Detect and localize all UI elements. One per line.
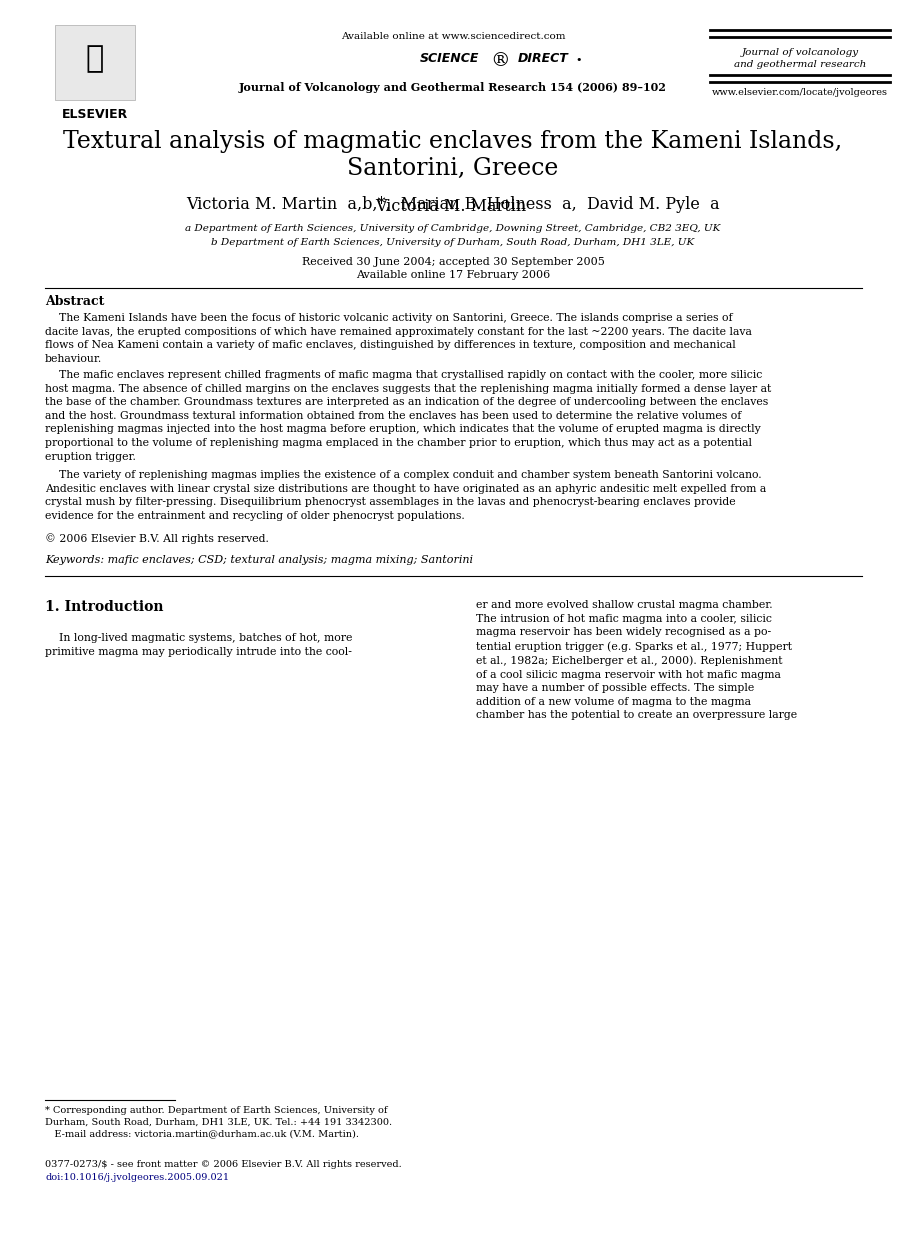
Text: Textural analysis of magmatic enclaves from the Kameni Islands,: Textural analysis of magmatic enclaves f… xyxy=(63,130,843,154)
Text: ®: ® xyxy=(490,52,510,71)
Text: ELSEVIER: ELSEVIER xyxy=(62,108,128,121)
Text: Journal of Volcanology and Geothermal Research 154 (2006) 89–102: Journal of Volcanology and Geothermal Re… xyxy=(239,82,667,93)
Text: DIRECT: DIRECT xyxy=(518,52,569,66)
Text: Journal of volcanology: Journal of volcanology xyxy=(741,48,859,57)
Text: Victoria M. Martin  a,b,*,  Marian B. Holness  a,  David M. Pyle  a: Victoria M. Martin a,b,*, Marian B. Holn… xyxy=(186,196,720,213)
Text: Keywords: mafic enclaves; CSD; textural analysis; magma mixing; Santorini: Keywords: mafic enclaves; CSD; textural … xyxy=(45,555,473,565)
Text: •: • xyxy=(575,54,581,66)
Text: The mafic enclaves represent chilled fragments of mafic magma that crystallised : The mafic enclaves represent chilled fra… xyxy=(45,370,771,462)
FancyBboxPatch shape xyxy=(55,25,135,100)
Text: a Department of Earth Sciences, University of Cambridge, Downing Street, Cambrid: a Department of Earth Sciences, Universi… xyxy=(185,224,721,233)
Text: er and more evolved shallow crustal magma chamber.
The intrusion of hot mafic ma: er and more evolved shallow crustal magm… xyxy=(476,600,797,721)
Text: In long-lived magmatic systems, batches of hot, more
primitive magma may periodi: In long-lived magmatic systems, batches … xyxy=(45,633,353,656)
Text: 🌲: 🌲 xyxy=(86,45,104,73)
Text: Available online at www.sciencedirect.com: Available online at www.sciencedirect.co… xyxy=(341,32,565,41)
Text: Victoria M. Martin: Victoria M. Martin xyxy=(375,198,532,215)
Text: * Corresponding author. Department of Earth Sciences, University of
Durham, Sout: * Corresponding author. Department of Ea… xyxy=(45,1106,392,1139)
Text: The Kameni Islands have been the focus of historic volcanic activity on Santorin: The Kameni Islands have been the focus o… xyxy=(45,313,752,364)
Text: Santorini, Greece: Santorini, Greece xyxy=(347,157,559,180)
Text: www.elsevier.com/locate/jvolgeores: www.elsevier.com/locate/jvolgeores xyxy=(712,88,888,97)
Text: Available online 17 February 2006: Available online 17 February 2006 xyxy=(356,270,551,280)
Text: Received 30 June 2004; accepted 30 September 2005: Received 30 June 2004; accepted 30 Septe… xyxy=(301,258,604,267)
Text: 1. Introduction: 1. Introduction xyxy=(45,600,163,614)
Text: and geothermal research: and geothermal research xyxy=(734,59,866,69)
Text: The variety of replenishing magmas implies the existence of a complex conduit an: The variety of replenishing magmas impli… xyxy=(45,470,766,521)
Text: SCIENCE: SCIENCE xyxy=(420,52,480,66)
Text: Abstract: Abstract xyxy=(45,295,104,308)
Text: © 2006 Elsevier B.V. All rights reserved.: © 2006 Elsevier B.V. All rights reserved… xyxy=(45,534,268,543)
Text: 0377-0273/$ - see front matter © 2006 Elsevier B.V. All rights reserved.: 0377-0273/$ - see front matter © 2006 El… xyxy=(45,1160,402,1169)
Text: b Department of Earth Sciences, University of Durham, South Road, Durham, DH1 3L: b Department of Earth Sciences, Universi… xyxy=(211,238,695,248)
Text: doi:10.1016/j.jvolgeores.2005.09.021: doi:10.1016/j.jvolgeores.2005.09.021 xyxy=(45,1172,229,1182)
